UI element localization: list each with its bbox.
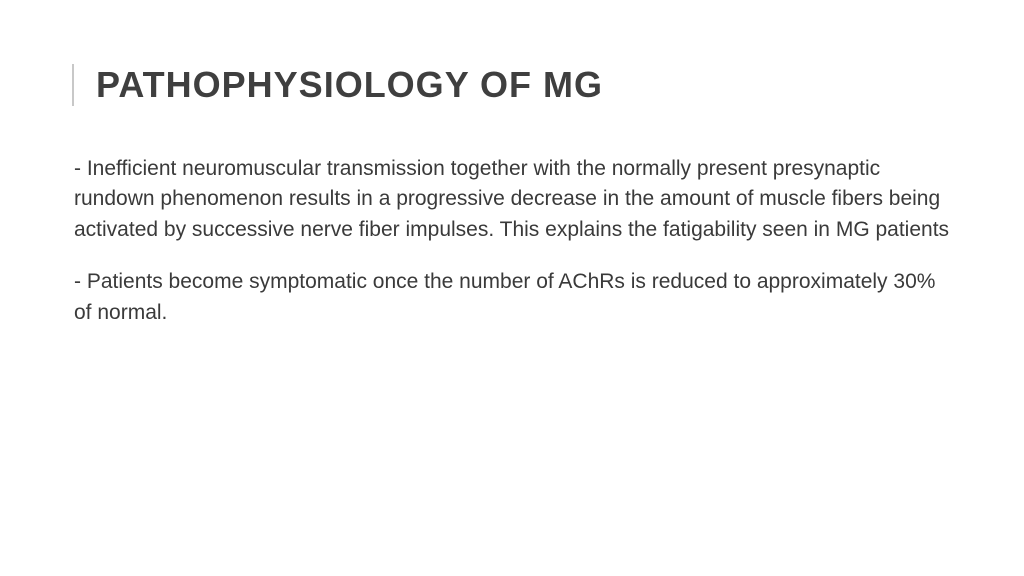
slide-title: PATHOPHYSIOLOGY OF MG: [96, 64, 952, 106]
slide-body: - Inefficient neuromuscular transmission…: [72, 154, 952, 328]
body-paragraph: - Patients become symptomatic once the n…: [74, 267, 952, 328]
body-paragraph: - Inefficient neuromuscular transmission…: [74, 154, 952, 245]
slide: PATHOPHYSIOLOGY OF MG - Inefficient neur…: [0, 0, 1024, 576]
title-block: PATHOPHYSIOLOGY OF MG: [72, 64, 952, 106]
